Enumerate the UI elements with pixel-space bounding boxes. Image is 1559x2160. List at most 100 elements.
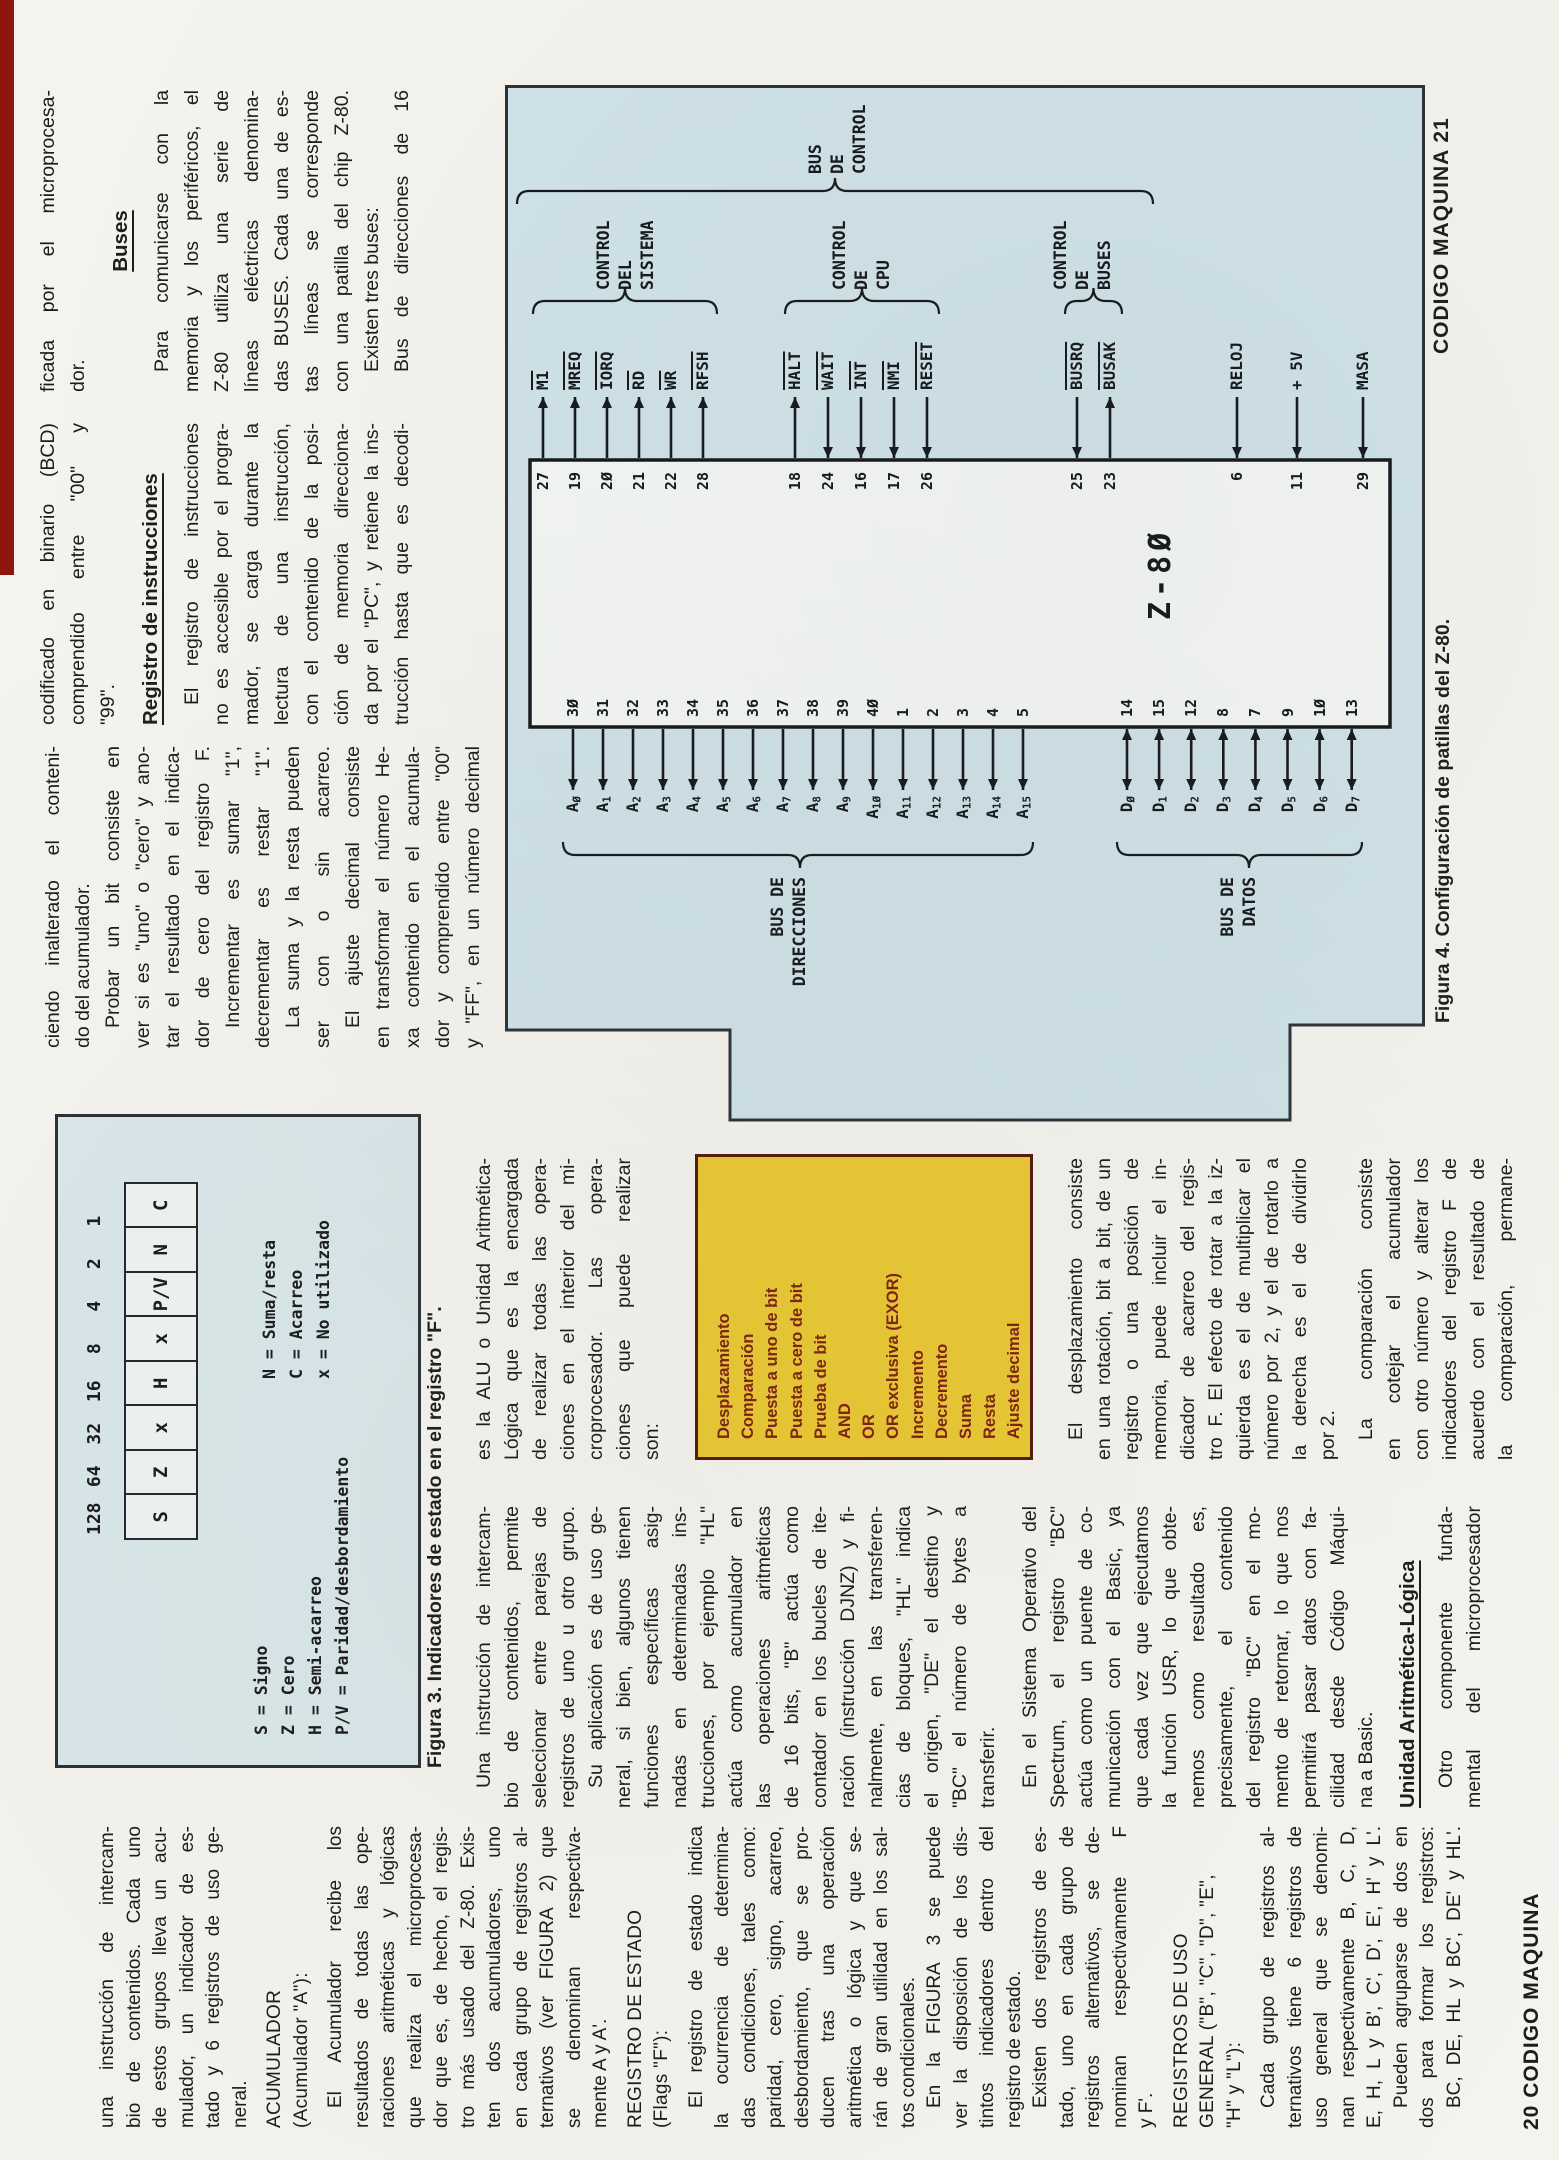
- pin-number-4: 4: [984, 707, 1002, 717]
- pin-number-23: 23: [1101, 472, 1119, 491]
- text-line: actúa como un puente de co-: [1075, 1506, 1097, 1808]
- text-line: Spectrum, el registro "BC": [1047, 1506, 1069, 1808]
- pin-label-D6: D6: [1309, 796, 1331, 813]
- pin-number-35: 35: [714, 698, 732, 717]
- text-line: "H" y "L"):: [1223, 2041, 1245, 2128]
- text-line: tos condicionales.: [897, 1976, 919, 2128]
- text-line: La suma y la resta pueden: [282, 746, 304, 1028]
- text-line: S: [150, 1511, 172, 1523]
- text-line: rán de gran utilidad en los sal-: [871, 1826, 892, 2128]
- text-line: paridad, cero, signo, acarreo,: [765, 1826, 786, 2128]
- text-line: BC, DE, HL y BC', DE' y HL'.: [1443, 1826, 1465, 2108]
- pin-label-D3: D3: [1213, 796, 1234, 813]
- text-line: permitirá pasar datos con fa-: [1299, 1506, 1321, 1808]
- pin-number-32: 32: [624, 698, 642, 717]
- text-line: Existen tres buses:: [361, 207, 383, 372]
- pin-number-33: 33: [654, 698, 672, 717]
- text-line: El registro de estado indica: [685, 1826, 707, 2108]
- figure4-z80-pinout-box: AØ 3Ø A1 31 A2 32 A3 33 A4 34 A5 35 A6 36 A7 37 A8 38 A9 39…: [505, 85, 1425, 1302]
- section-heading-buses: Buses: [109, 210, 132, 272]
- pin-number-7: 7: [1246, 707, 1265, 717]
- text-line: El Acumulador recibe los: [325, 1826, 346, 2108]
- z80-chip-label: Z-8Ø: [1143, 527, 1178, 620]
- text-line: dor de cero del registro F.: [192, 746, 214, 1048]
- text-line: tar el resultado en el indica-: [162, 746, 184, 1048]
- figure4-caption: Figura 4. Configuración de patillas del …: [1432, 618, 1454, 1023]
- bus-de-control-label: BUS DE CONTROL: [806, 104, 869, 174]
- paragraph: En el Sistema Operativo del Spectrum, el …: [1016, 1506, 1380, 1808]
- text-line: nalmente, en las transferen-: [865, 1506, 887, 1808]
- pin-number-24: 24: [819, 472, 837, 491]
- pin-label-D1: D1: [1149, 796, 1170, 813]
- text-line: N = Suma/resta: [260, 1239, 279, 1379]
- pin-number-22: 22: [662, 472, 680, 491]
- pin-label-D4: D4: [1245, 796, 1267, 813]
- pin-number-6: 6: [1228, 472, 1246, 482]
- text-line: P/V = Paridad/desbordamiento: [333, 1456, 352, 1735]
- text-line: nominan respectivamente F: [1109, 1826, 1131, 2128]
- section-heading-registro-estado: REGISTRO DE ESTADO (Flags "F"):: [623, 1826, 676, 2128]
- text-line: Z: [126, 1451, 196, 1496]
- text-line: ver la disposición de los dis-: [950, 1826, 972, 2128]
- text-line: Existen dos registros de es-: [1030, 1826, 1051, 2108]
- text-line: ACUMULADOR: [264, 1989, 285, 2128]
- text-line: mento de retornar, lo que nos: [1271, 1506, 1293, 1808]
- pin-label-NMI: NMI: [884, 361, 903, 390]
- text-line: de 16 bits, "B" actúa como: [781, 1506, 803, 1808]
- pin-number-3: 3: [954, 707, 972, 717]
- text-line: x: [126, 1317, 196, 1362]
- text-line: cilidad desde Código Máqui-: [1327, 1506, 1349, 1808]
- pin-label-A9: A9: [833, 796, 854, 813]
- text-line: mental del microprocesador: [1463, 1506, 1485, 1808]
- text-line: ten dos acumuladores, uno: [484, 1826, 505, 2128]
- pin-label-RD: RD: [629, 370, 648, 390]
- pin-number-9: 9: [1278, 707, 1297, 717]
- pin-label-BUSRQ: BUSRQ: [1067, 341, 1086, 390]
- text-line: 128: [84, 1502, 105, 1536]
- text-line: neral.: [229, 2080, 251, 2128]
- text-line: ver si es "uno" o "cero" y ano-: [132, 746, 154, 1048]
- text-line: Otro componente funda-: [1435, 1506, 1457, 1788]
- text-line: resultados de todas las ope-: [351, 1826, 373, 2128]
- pin-label-BUSAK: BUSAK: [1100, 341, 1119, 390]
- section-heading-registro-instrucciones: Registro de instrucciones: [139, 473, 162, 725]
- text-line: con el contenido de la posi-: [301, 423, 323, 725]
- pin-label-A6: A6: [743, 796, 764, 813]
- pin-label-WAIT: WAIT: [818, 351, 837, 390]
- pin-label-A1: A1: [593, 796, 614, 813]
- paragraph: El registro de instrucciones no es accesi…: [177, 423, 417, 725]
- paragraph: ficada por el microprocesa-dor.: [33, 90, 93, 392]
- pin-number-39: 39: [834, 698, 852, 717]
- text-line: (Flags "F"):: [651, 2029, 672, 2128]
- figure3-caption: Figura 3. Indicadores de estado en el re…: [424, 1306, 446, 1768]
- pin-label-A11: A11: [893, 796, 914, 819]
- column-5: codificado en binario (BCD) comprendido e…: [33, 423, 417, 725]
- pin-label-+5V: + 5V: [1287, 351, 1306, 390]
- text-line: nadas en determinadas ins-: [669, 1506, 691, 1808]
- pin-label-D5: D5: [1277, 796, 1299, 813]
- paragraph: Cada grupo de registros al-ternativos ti…: [1256, 1826, 1468, 2128]
- text-line: ternativos tiene 6 registros de: [1284, 1826, 1306, 2128]
- paragraph: una instrucción de intercam-bio de conte…: [95, 1826, 254, 2128]
- text-line: acuerdo con el resultado de: [1467, 1158, 1489, 1460]
- text-line: registros de uno u otro grupo.: [557, 1506, 579, 1808]
- paragraph: Una instrucción de intercam-bio de conte…: [470, 1506, 1002, 1808]
- pin-number-34: 34: [684, 698, 702, 717]
- text-line: ficada por el microprocesa-: [37, 90, 59, 392]
- pin-label-A7: A7: [773, 796, 794, 813]
- text-line: "BC" el número de bytes a: [949, 1506, 971, 1808]
- paragraph: El Acumulador recibe los resultados de to…: [323, 1826, 615, 2128]
- text-line: C: [126, 1184, 196, 1229]
- text-line: raciones aritméticas y lógicas: [378, 1826, 399, 2128]
- paragraph: ciendo inalterado el conteni-do del acum…: [38, 746, 488, 1048]
- pin-label-DØ: DØ: [1117, 796, 1138, 813]
- text-line: GENERAL ("B", "C", "D", "E",: [1197, 1874, 1218, 2128]
- text-line: Bus de direcciones de 16: [391, 90, 413, 372]
- text-line: el origen, "DE" el destino y: [921, 1506, 943, 1808]
- text-line: la comparación, permane-: [1495, 1158, 1517, 1460]
- pin-number-36: 36: [744, 698, 762, 717]
- text-line: Z-80 utiliza una serie de: [211, 90, 233, 392]
- text-line: lectura de una instrucción,: [271, 423, 293, 725]
